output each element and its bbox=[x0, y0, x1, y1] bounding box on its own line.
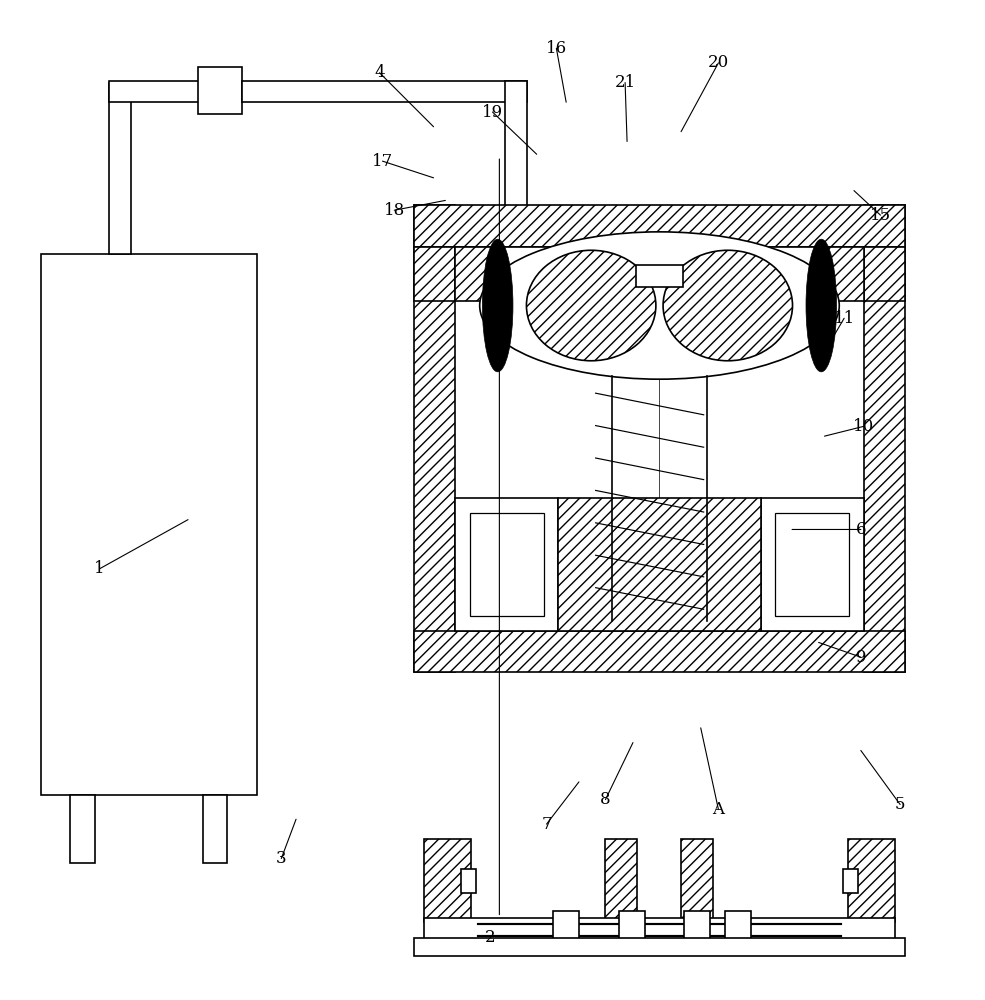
Bar bbox=[470, 513, 544, 616]
Bar bbox=[424, 839, 471, 922]
Bar bbox=[505, 81, 527, 210]
Bar bbox=[775, 513, 849, 616]
Bar bbox=[864, 205, 905, 672]
Text: 7: 7 bbox=[541, 816, 552, 833]
Text: 1: 1 bbox=[95, 560, 105, 577]
Bar bbox=[109, 83, 131, 254]
Bar bbox=[606, 839, 637, 922]
Bar bbox=[461, 869, 476, 893]
Bar bbox=[681, 839, 712, 922]
Bar bbox=[455, 498, 558, 631]
Bar bbox=[203, 795, 228, 863]
Text: 8: 8 bbox=[600, 791, 611, 808]
Bar bbox=[414, 631, 905, 672]
Bar bbox=[558, 498, 760, 631]
Text: 21: 21 bbox=[615, 74, 635, 91]
Bar bbox=[242, 81, 527, 102]
Ellipse shape bbox=[526, 250, 656, 361]
Bar bbox=[684, 911, 709, 950]
Bar bbox=[424, 918, 895, 940]
Bar bbox=[70, 795, 95, 863]
Bar bbox=[414, 205, 905, 247]
Bar bbox=[843, 869, 858, 893]
Ellipse shape bbox=[806, 239, 836, 372]
Bar bbox=[414, 247, 455, 301]
Text: 9: 9 bbox=[856, 649, 866, 666]
Text: 17: 17 bbox=[372, 153, 393, 170]
Text: 11: 11 bbox=[833, 310, 855, 327]
Bar bbox=[414, 938, 905, 956]
Bar bbox=[760, 498, 864, 631]
Text: 6: 6 bbox=[856, 521, 866, 538]
Bar bbox=[40, 254, 257, 795]
Text: 10: 10 bbox=[853, 418, 875, 435]
Text: 20: 20 bbox=[708, 54, 729, 71]
Text: 2: 2 bbox=[486, 929, 495, 946]
Bar bbox=[198, 67, 242, 114]
Bar bbox=[815, 247, 864, 301]
Text: 15: 15 bbox=[870, 207, 891, 224]
Ellipse shape bbox=[483, 239, 513, 372]
Text: 3: 3 bbox=[276, 850, 287, 867]
Ellipse shape bbox=[663, 250, 793, 361]
Bar bbox=[848, 839, 895, 922]
Text: 16: 16 bbox=[546, 40, 567, 57]
Bar bbox=[864, 247, 905, 301]
Text: 4: 4 bbox=[374, 64, 385, 81]
Bar bbox=[554, 911, 579, 950]
Bar bbox=[725, 911, 751, 950]
Bar bbox=[414, 205, 455, 672]
Text: A: A bbox=[712, 801, 724, 818]
Text: 18: 18 bbox=[383, 202, 405, 219]
Bar bbox=[109, 81, 242, 102]
Text: 5: 5 bbox=[894, 796, 905, 813]
Bar bbox=[620, 911, 645, 950]
Bar bbox=[455, 247, 504, 301]
Text: 19: 19 bbox=[482, 104, 503, 121]
Ellipse shape bbox=[480, 232, 839, 379]
Bar bbox=[636, 265, 683, 287]
Bar bbox=[504, 247, 815, 274]
